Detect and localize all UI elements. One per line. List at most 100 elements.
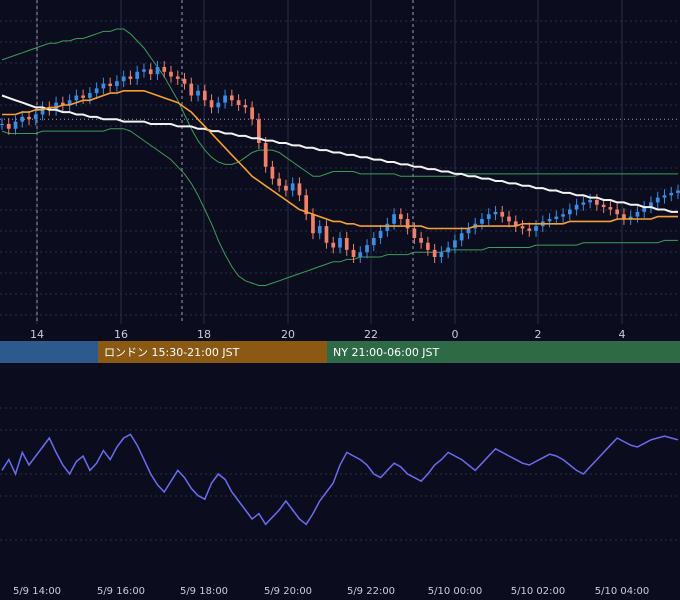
x-tick-label: 5/9 20:00 xyxy=(264,586,312,597)
x-tick-label: 20 xyxy=(281,328,295,340)
candle-body xyxy=(250,107,254,120)
candle-body xyxy=(480,219,484,224)
candle-body xyxy=(257,119,261,143)
candle xyxy=(338,232,342,254)
candle-body xyxy=(115,81,119,86)
candle xyxy=(331,236,336,254)
candle-body xyxy=(534,226,538,231)
candle xyxy=(601,198,606,214)
candle-body xyxy=(358,252,363,257)
candle xyxy=(13,115,18,135)
candle xyxy=(432,243,437,263)
candle xyxy=(121,70,126,88)
candle xyxy=(60,96,65,111)
candle-body xyxy=(574,204,579,210)
candle xyxy=(486,208,491,225)
candle xyxy=(142,63,146,78)
x-tick-label: 0 xyxy=(452,328,459,340)
candle-body xyxy=(202,90,207,101)
candle-body xyxy=(426,242,430,250)
candle xyxy=(513,215,518,233)
candle-body xyxy=(54,102,58,110)
candle-body xyxy=(236,100,241,105)
candle xyxy=(446,241,451,259)
x-tick-label: 5/10 02:00 xyxy=(511,586,565,597)
candle xyxy=(202,84,207,107)
candle xyxy=(371,232,376,252)
candle-body xyxy=(229,95,234,101)
x-tick-label: 2 xyxy=(535,328,542,340)
candle xyxy=(649,196,653,214)
candle-body xyxy=(60,102,65,105)
candle xyxy=(189,77,194,102)
candle xyxy=(270,160,275,185)
candle xyxy=(426,236,430,256)
price-chart: 14 16 18 20 22 0 2 4 xyxy=(0,0,680,340)
candle xyxy=(88,87,92,104)
candle xyxy=(405,213,410,235)
candle-body xyxy=(216,102,221,108)
candle xyxy=(94,82,99,100)
candle xyxy=(223,89,227,109)
candle-body xyxy=(547,219,552,222)
candle xyxy=(480,213,484,230)
candle xyxy=(115,75,119,92)
candle-body xyxy=(148,69,153,75)
candle xyxy=(304,189,309,221)
candle xyxy=(27,110,31,126)
x-tick-label: 5/9 18:00 xyxy=(180,586,228,597)
candle-body xyxy=(135,71,140,79)
candle xyxy=(635,205,640,223)
candle-body xyxy=(432,249,437,257)
candle xyxy=(175,70,180,85)
candle xyxy=(527,222,532,237)
candle-body xyxy=(169,71,173,77)
candle xyxy=(162,61,167,78)
oscillator-chart: 5/9 14:00 5/9 16:00 5/9 18:00 5/9 20:00 5/9 … xyxy=(0,407,680,597)
candle-body xyxy=(270,166,275,179)
candle-body xyxy=(81,95,85,98)
candle xyxy=(466,222,471,240)
candle xyxy=(290,177,295,197)
candle-body xyxy=(567,209,572,215)
candle-body xyxy=(108,83,113,86)
candle-body xyxy=(344,238,349,250)
candle xyxy=(554,210,559,225)
candle-body xyxy=(642,207,647,212)
candle-body xyxy=(243,105,248,108)
candle xyxy=(622,208,626,225)
candle-body xyxy=(385,223,390,231)
candle-body xyxy=(182,78,187,84)
x-tick-label: 5/9 22:00 xyxy=(347,586,395,597)
candle-body xyxy=(277,178,282,186)
candle-body xyxy=(33,114,38,120)
candle-body xyxy=(290,183,295,191)
candle xyxy=(317,220,322,240)
candle xyxy=(595,194,599,211)
candle-body xyxy=(155,67,160,75)
candle xyxy=(169,65,173,83)
candle-body xyxy=(175,76,180,79)
candle-body xyxy=(338,238,342,248)
candle xyxy=(378,224,383,244)
candle-body xyxy=(581,202,586,205)
long-moving-average-line xyxy=(1,94,678,213)
candle xyxy=(365,239,369,259)
x-tick-label: 5/10 04:00 xyxy=(595,586,649,597)
candle-body xyxy=(588,200,592,203)
candle xyxy=(655,191,660,209)
candle xyxy=(534,220,538,237)
candle xyxy=(507,210,511,228)
candle xyxy=(128,70,133,85)
candle-body xyxy=(162,67,167,72)
candle-body xyxy=(446,247,451,253)
candle-body xyxy=(351,249,356,257)
candle xyxy=(284,179,288,197)
candle xyxy=(229,89,234,107)
candle xyxy=(615,203,620,221)
candle-body xyxy=(6,124,11,129)
candle-body xyxy=(669,192,674,196)
candle xyxy=(155,61,160,81)
x-tick-label: 22 xyxy=(364,328,378,340)
candle xyxy=(216,96,221,114)
